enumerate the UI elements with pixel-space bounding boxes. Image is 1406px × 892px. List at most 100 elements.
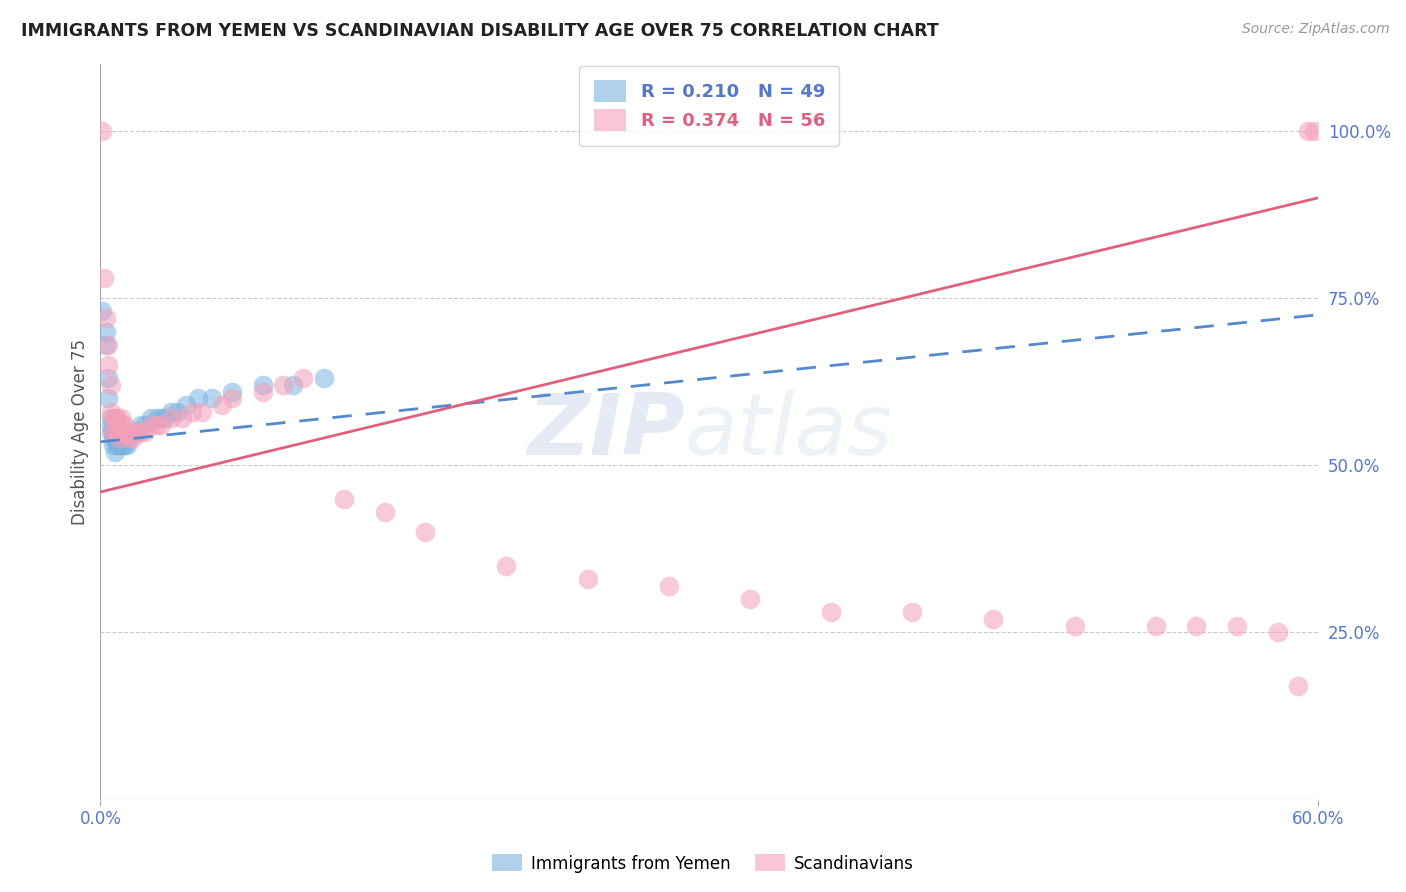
Point (252, 384, 274, 399)
Text: IMMIGRANTS FROM YEMEN VS SCANDINAVIAN DISABILITY AGE OVER 75 CORRELATION CHART: IMMIGRANTS FROM YEMEN VS SCANDINAVIAN DI… (21, 22, 939, 40)
Point (221, 392, 243, 406)
Point (96, 338, 118, 352)
Point (107, 432, 129, 446)
Point (134, 418, 156, 433)
Point (115, 438, 138, 452)
Point (146, 418, 169, 433)
Point (107, 432, 129, 446)
Point (174, 398, 197, 412)
Point (1303, 124, 1326, 138)
Point (129, 425, 152, 439)
Point (1063, 618, 1085, 632)
Point (125, 425, 148, 439)
Point (91, 304, 114, 318)
Point (100, 425, 122, 439)
Point (111, 432, 134, 446)
Point (107, 438, 129, 452)
Point (91, 124, 114, 138)
Point (110, 432, 132, 446)
Point (97, 338, 120, 352)
Point (166, 405, 188, 419)
Point (121, 425, 143, 439)
Point (110, 432, 132, 446)
Point (101, 425, 124, 439)
Point (150, 418, 173, 433)
Point (100, 405, 122, 419)
Point (96, 325, 118, 339)
Point (1226, 618, 1249, 632)
Point (103, 432, 125, 446)
Point (901, 605, 924, 619)
Point (121, 432, 143, 446)
Point (101, 411, 124, 425)
Point (114, 418, 136, 433)
Text: atlas: atlas (685, 391, 893, 474)
Point (97, 371, 120, 385)
Point (738, 591, 761, 606)
Point (1185, 618, 1208, 632)
Point (105, 411, 128, 425)
Point (180, 405, 202, 419)
Point (139, 418, 162, 433)
Point (129, 418, 152, 433)
Point (111, 418, 134, 433)
Point (103, 425, 125, 439)
Point (115, 432, 138, 446)
Point (221, 384, 243, 399)
Point (146, 411, 169, 425)
Point (107, 425, 129, 439)
Point (110, 411, 132, 425)
Point (97, 358, 120, 372)
Point (103, 445, 125, 459)
Point (100, 411, 122, 425)
Y-axis label: Disability Age Over 75: Disability Age Over 75 (72, 339, 89, 524)
Point (333, 491, 356, 506)
Point (576, 572, 599, 586)
Point (103, 425, 125, 439)
Point (97, 392, 120, 406)
Point (105, 432, 128, 446)
Point (125, 425, 148, 439)
Text: ZIP: ZIP (527, 391, 685, 474)
Point (413, 525, 436, 540)
Point (124, 425, 146, 439)
Point (114, 432, 136, 446)
Legend: R = 0.210   N = 49, R = 0.374   N = 56: R = 0.210 N = 49, R = 0.374 N = 56 (579, 66, 839, 146)
Point (312, 371, 335, 385)
Point (93, 271, 115, 285)
Point (120, 425, 142, 439)
Point (110, 438, 132, 452)
Point (495, 558, 517, 573)
Point (1286, 679, 1309, 693)
Text: Source: ZipAtlas.com: Source: ZipAtlas.com (1241, 22, 1389, 37)
Point (160, 405, 183, 419)
Point (100, 418, 122, 433)
Point (100, 378, 122, 392)
Point (110, 425, 132, 439)
Point (118, 432, 141, 446)
Point (105, 425, 128, 439)
Point (120, 425, 142, 439)
Point (134, 425, 156, 439)
Point (1267, 625, 1289, 640)
Point (191, 405, 214, 419)
Point (160, 411, 183, 425)
Point (111, 438, 134, 452)
Point (105, 425, 128, 439)
Point (103, 411, 125, 425)
Point (211, 398, 233, 412)
Point (107, 418, 129, 433)
Point (101, 432, 124, 446)
Point (201, 392, 224, 406)
Legend: Immigrants from Yemen, Scandinavians: Immigrants from Yemen, Scandinavians (485, 847, 921, 880)
Point (373, 505, 395, 519)
Point (292, 371, 315, 385)
Point (155, 411, 177, 425)
Point (271, 378, 294, 392)
Point (820, 605, 842, 619)
Point (96, 311, 118, 326)
Point (1296, 124, 1319, 138)
Point (118, 432, 141, 446)
Point (101, 438, 124, 452)
Point (187, 392, 209, 406)
